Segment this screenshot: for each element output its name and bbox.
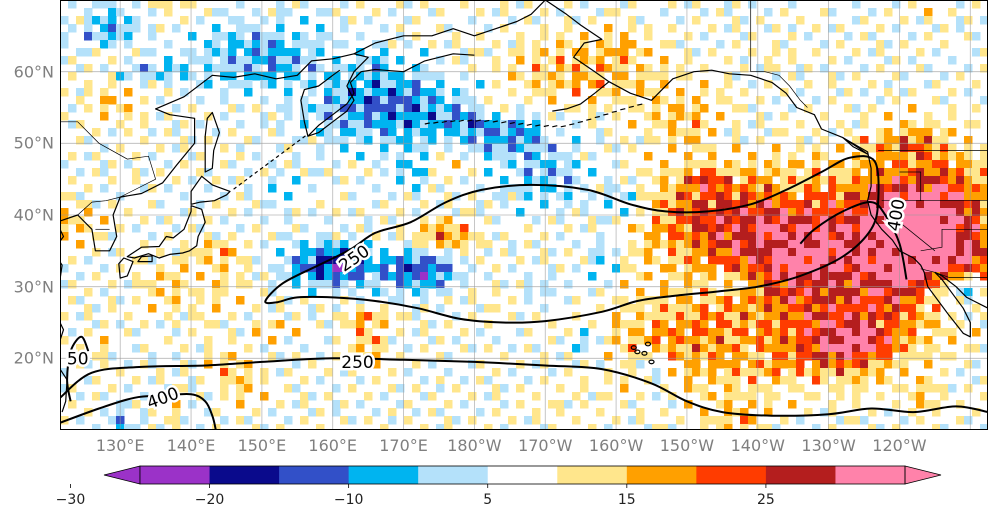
colorbar-segment [418, 466, 489, 484]
lat-label: 50°N [13, 133, 54, 153]
lon-label: 140°E [166, 436, 216, 455]
borders [60, 0, 988, 278]
colorbar-tick-label: 5 [483, 492, 493, 508]
colorbar-border [139, 465, 906, 485]
colorbar-segment [348, 466, 419, 484]
height-contours [60, 155, 988, 430]
lat-label: 40°N [13, 205, 54, 225]
lat-label: 60°N [13, 62, 54, 82]
colorbar-segment [696, 466, 767, 484]
colorbar-tick-label: −10 [333, 492, 364, 508]
colorbar-segment [626, 466, 697, 484]
colorbar-segment [835, 466, 906, 484]
colorbar-segments [103, 465, 942, 485]
colorbar-segment [140, 466, 211, 484]
contour-label: 50 [67, 349, 89, 369]
lon-label: 170°W [518, 436, 573, 455]
colorbar-extend-high [904, 465, 942, 485]
colorbar-segment [487, 466, 558, 484]
lon-label: 140°W [730, 436, 785, 455]
colorbar-extend-low [103, 465, 141, 485]
lon-label: 130°E [95, 436, 145, 455]
lon-label: 150°E [237, 436, 287, 455]
colorbar-segment [279, 466, 350, 484]
colorbar-tick-label: −20 [194, 492, 225, 508]
map-panel: 250 250 400 400 50 [60, 0, 988, 430]
colorbar-segment [557, 466, 628, 484]
lon-label: 130°W [801, 436, 856, 455]
colorbar-segment [765, 466, 836, 484]
lon-label: 160°E [308, 436, 358, 455]
colorbar-tick-label: −30 [55, 492, 86, 508]
colorbar-tick-label: 15 [617, 492, 636, 508]
lon-label: 150°W [659, 436, 715, 455]
lon-label: 160°W [588, 436, 644, 455]
contour-label: 250 [341, 353, 373, 373]
colorbar-tick-label: 25 [756, 492, 775, 508]
lat-label: 20°N [13, 348, 54, 368]
lat-label: 30°N [13, 277, 54, 297]
lon-label: 180°W [447, 436, 502, 455]
colorbar-segment [209, 466, 280, 484]
lon-label: 170°E [379, 436, 428, 455]
lon-label: 120°W [872, 436, 927, 455]
